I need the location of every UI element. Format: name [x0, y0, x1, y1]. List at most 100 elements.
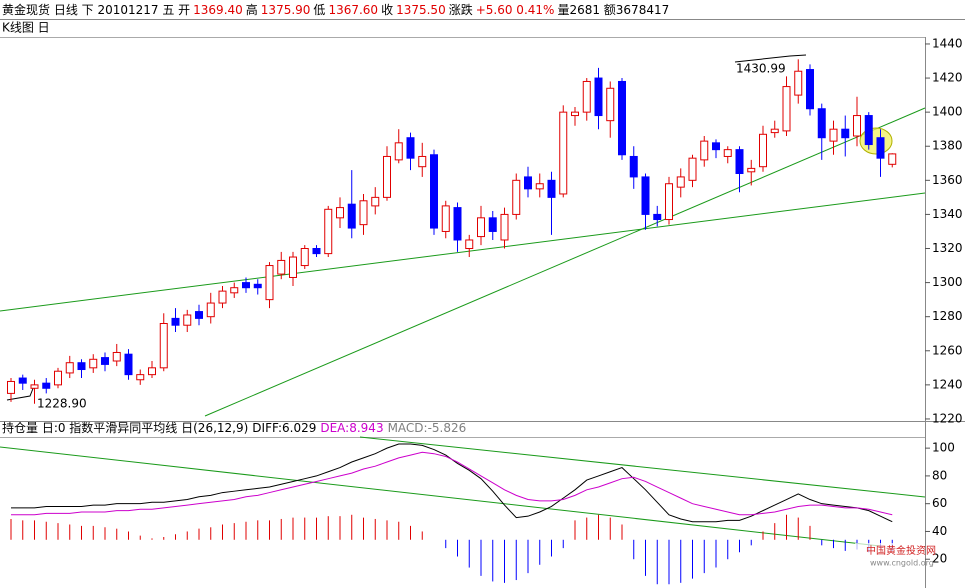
- macd-line: [11, 451, 893, 516]
- annotation: 1430.99: [736, 62, 786, 76]
- candle-body: [735, 149, 744, 175]
- y-tick-label: 1380: [932, 139, 963, 153]
- header-segment: 黄金现货 日线 下 20101217 五 开: [2, 2, 190, 17]
- candle-body: [148, 367, 156, 376]
- candle-body: [300, 248, 309, 267]
- y-tick-label: 60: [932, 496, 947, 510]
- header-segment: 涨跌: [449, 2, 473, 17]
- macd-header: 持仓量 日:0 指数平滑异同平均线 日(26,12,9) DIFF:6.029 DE…: [2, 420, 466, 435]
- legend-entry: DEA:8.943: [320, 421, 383, 435]
- candle-body: [453, 207, 462, 241]
- candle-body: [841, 128, 850, 139]
- candle-body: [136, 374, 145, 381]
- candle-body: [312, 248, 321, 255]
- candle-body: [594, 77, 603, 117]
- candle-body: [559, 111, 568, 195]
- y-tick-label: 100: [932, 441, 955, 455]
- candle-body: [888, 153, 897, 165]
- candle-body: [159, 323, 168, 369]
- y-tick-label: 1220: [932, 411, 963, 425]
- candle-body: [89, 358, 98, 369]
- candle-body: [394, 142, 403, 161]
- candle-body: [124, 353, 133, 376]
- chart-title: K线图 日: [2, 21, 50, 35]
- candle-body: [864, 115, 873, 146]
- candle-body: [547, 179, 556, 198]
- candle-body: [359, 200, 368, 226]
- candle-body: [747, 167, 756, 173]
- candle-body: [571, 111, 579, 117]
- candle-body: [206, 302, 215, 318]
- candle-body: [383, 155, 391, 198]
- candle-body: [277, 259, 286, 275]
- candle-body: [723, 149, 732, 157]
- candle-body: [336, 207, 344, 219]
- y-tick-label: 1440: [932, 36, 963, 50]
- candle-body: [770, 128, 779, 134]
- candle-body: [54, 370, 62, 386]
- candle-body: [77, 362, 86, 371]
- candle-body: [606, 87, 615, 122]
- annotation: 1228.90: [37, 397, 87, 411]
- macd-title: 持仓量 日:0 指数平滑异同平均线 日(26,12,9): [2, 420, 248, 435]
- trend-line: [0, 446, 881, 547]
- y-tick-label: 20: [932, 552, 947, 566]
- candle-body: [782, 86, 791, 132]
- trend-line: [204, 107, 926, 417]
- y-tick-label: 1260: [932, 343, 963, 357]
- candle-body: [618, 80, 626, 156]
- header-segment: 收: [381, 3, 393, 17]
- candle-body: [18, 377, 27, 384]
- header: 黄金现货 日线 下 20101217 五 开 1369.40 高 1375.90 低 13…: [2, 2, 669, 17]
- candle-body: [347, 203, 356, 229]
- trend-line: [359, 436, 926, 498]
- candle-body: [465, 239, 474, 250]
- candle-body: [441, 205, 450, 232]
- candle-body: [629, 155, 638, 178]
- candle-body: [712, 142, 720, 151]
- header-segment: +5.60 0.41%: [476, 3, 555, 17]
- candle-body: [183, 314, 192, 326]
- candle-body: [30, 384, 39, 389]
- y-tick-label: 1400: [932, 105, 963, 119]
- candle-body: [42, 382, 51, 389]
- candle-body: [112, 351, 121, 362]
- logo-url: www.cngold.org: [870, 559, 934, 568]
- candle-body: [653, 213, 662, 221]
- header-segment: 量2681 额3678417: [557, 3, 669, 17]
- header-segment: 高: [246, 2, 258, 17]
- trend-line: [0, 192, 926, 312]
- candle-body: [418, 155, 427, 168]
- candle-body: [535, 183, 544, 190]
- y-tick-label: 40: [932, 524, 947, 538]
- candle-body: [876, 137, 885, 159]
- candle-body: [477, 217, 485, 238]
- candle-body: [371, 196, 380, 207]
- legend-entry: DIFF:6.029: [252, 421, 316, 435]
- legend-entry: MACD:-5.826: [388, 421, 467, 435]
- candle-body: [430, 154, 438, 229]
- y-tick-label: 1300: [932, 275, 963, 289]
- candle-body: [195, 311, 203, 319]
- header-segment: 1369.40: [193, 3, 243, 17]
- candle-body: [488, 217, 497, 232]
- plot: 1220 1240 1260 1280 1300 1320 1340 1360 1380 1400…: [7, 36, 963, 585]
- candle-body: [524, 176, 532, 190]
- candle-body: [641, 176, 650, 215]
- candle-body: [806, 69, 814, 110]
- candle-body: [406, 137, 415, 159]
- candle-body: [794, 70, 803, 96]
- candle-body: [253, 283, 262, 289]
- candle-body: [700, 140, 709, 161]
- candle-body: [665, 183, 673, 221]
- candle-body: [817, 108, 826, 139]
- candle-body: [500, 213, 509, 241]
- candle-body: [218, 290, 227, 304]
- candle-body: [829, 128, 838, 142]
- y-tick-label: 1420: [932, 71, 963, 85]
- header-segment: 1375.50: [396, 3, 446, 17]
- candle-body: [101, 357, 109, 365]
- candle-body: [289, 256, 297, 278]
